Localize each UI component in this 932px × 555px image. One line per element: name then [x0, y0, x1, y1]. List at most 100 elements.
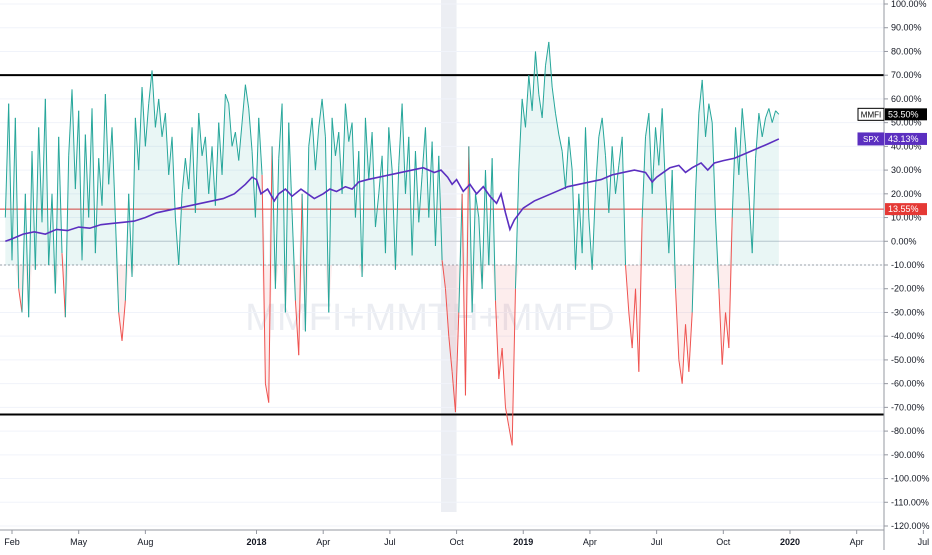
mmfi-line-segment	[708, 103, 713, 123]
mmfi-line-segment	[74, 110, 80, 190]
x-tick-label: 2018	[246, 537, 266, 547]
mmfi-line-segment	[331, 117, 336, 156]
mmfi-line-segment	[631, 288, 637, 349]
mmfi-tag-name: MMFI	[861, 110, 881, 119]
y-tick-label: -30.00%	[891, 307, 925, 317]
mmfi-line-segment	[464, 146, 470, 396]
y-tick-label: 50.00%	[891, 118, 922, 128]
mmfi-line-segment	[668, 170, 673, 254]
mmfi-line-segment	[184, 158, 190, 190]
y-tick-label: 20.00%	[891, 189, 922, 199]
mmfi-line-segment	[771, 110, 777, 123]
mmfi-line-segment	[91, 108, 96, 254]
mmfi-line-segment	[618, 136, 623, 166]
mmfi-line-segment	[211, 146, 216, 206]
y-tick-label: 10.00%	[891, 213, 922, 223]
mmfi-line-segment	[68, 89, 73, 156]
mmfi-line-segment	[558, 134, 563, 152]
mmfi-line-segment	[374, 193, 380, 228]
mmfi-line-segment	[494, 300, 500, 379]
mmfi-line-segment	[665, 189, 670, 254]
mid-tag-value-box	[885, 203, 927, 216]
mmfi-line-segment	[21, 193, 26, 313]
y-tick-label: 70.00%	[891, 70, 922, 80]
mmfi-line-segment	[194, 113, 200, 213]
x-tick-label: Jul	[384, 537, 396, 547]
mmfi-line-segment	[281, 103, 286, 313]
mmfi-line-segment	[154, 98, 160, 128]
mmfi-line-segment	[698, 79, 703, 114]
y-tick-label: -20.00%	[891, 284, 925, 294]
mmfi-line-segment	[98, 158, 103, 206]
mmfi-line-segment	[404, 136, 410, 194]
mmfi-line-segment	[414, 151, 420, 223]
y-tick-label: 0.00%	[891, 236, 917, 246]
x-tick-label: Apr	[583, 537, 597, 547]
mmfi-line-segment	[388, 127, 393, 171]
mmfi-line-segment	[254, 117, 260, 218]
mmfi-line-segment	[224, 93, 230, 104]
mmfi-line-segment	[681, 324, 687, 384]
mmfi-line-segment	[258, 117, 263, 175]
mmfi-line-segment	[381, 155, 386, 254]
mmfi-line-segment	[251, 151, 256, 218]
mmfi-line-segment	[725, 312, 730, 349]
mmfi-line-segment	[701, 79, 707, 137]
mmfi-line-segment	[324, 136, 330, 313]
mmfi-line-segment	[658, 108, 663, 166]
mmfi-line-segment	[438, 155, 443, 261]
mmfi-line-segment	[691, 193, 697, 313]
mmfi-line-segment	[675, 288, 680, 360]
mmfi-line-segment	[651, 127, 657, 194]
mmfi-line-segment	[731, 127, 737, 218]
mmfi-line-segment	[58, 136, 63, 254]
mmfi-line-segment	[548, 41, 553, 88]
mmfi-tag: MMFI 53.50%	[857, 107, 927, 121]
mmfi-line-segment	[611, 146, 617, 194]
mmfi-line-segment	[308, 117, 313, 147]
mmfi-line-segment	[544, 41, 550, 66]
mmfi-line-segment	[695, 113, 700, 194]
mmfi-line-segment	[361, 117, 366, 277]
mmfi-line-segment	[214, 122, 220, 206]
mmfi-line-segment	[638, 217, 643, 372]
mmfi-line-segment	[94, 158, 100, 254]
mmfi-line-segment	[221, 94, 226, 175]
mmfi-line-segment	[775, 110, 780, 115]
mmfi-line-segment	[504, 407, 510, 427]
mmfi-line-segment	[11, 117, 16, 261]
mmfi-line-segment	[234, 132, 240, 161]
mmfi-line-segment	[228, 103, 233, 147]
mmfi-line-segment	[491, 158, 496, 301]
mmfi-line-segment	[608, 146, 613, 213]
mmfi-line-segment	[274, 158, 280, 289]
mmfi-line-segment	[208, 146, 213, 194]
mmfi-line-segment	[111, 127, 116, 218]
y-tick-label: 40.00%	[891, 141, 922, 151]
mmfi-line-segment	[581, 127, 586, 254]
x-tick-label: 2019	[513, 537, 533, 547]
y-tick-label: -100.00%	[891, 474, 930, 484]
mmfi-line-segment	[605, 155, 610, 213]
mmfi-line-segment	[318, 98, 323, 128]
mmfi-line-segment	[181, 158, 186, 194]
x-tick-label: Aug	[137, 537, 153, 547]
mmfi-line-segment	[448, 336, 453, 372]
spx-tag-value-box	[885, 132, 927, 145]
mmfi-line-segment	[104, 94, 110, 185]
mmfi-line-segment	[138, 87, 143, 171]
mmfi-line-segment	[524, 75, 530, 128]
mmfi-line-segment	[408, 136, 413, 256]
mmfi-line-segment	[44, 98, 50, 266]
mmfi-line-segment	[84, 134, 90, 218]
mmfi-line-segment	[171, 136, 176, 218]
y-tick-label: 30.00%	[891, 165, 922, 175]
mmfi-line-segment	[24, 193, 30, 318]
mmfi-tag-name-box	[857, 107, 885, 121]
mmfi-line-segment	[348, 122, 353, 142]
mmfi-line-segment	[378, 155, 383, 194]
mmfi-line-segment	[705, 103, 710, 137]
mmfi-line-segment	[655, 127, 660, 166]
mmfi-line-segment	[34, 127, 40, 270]
